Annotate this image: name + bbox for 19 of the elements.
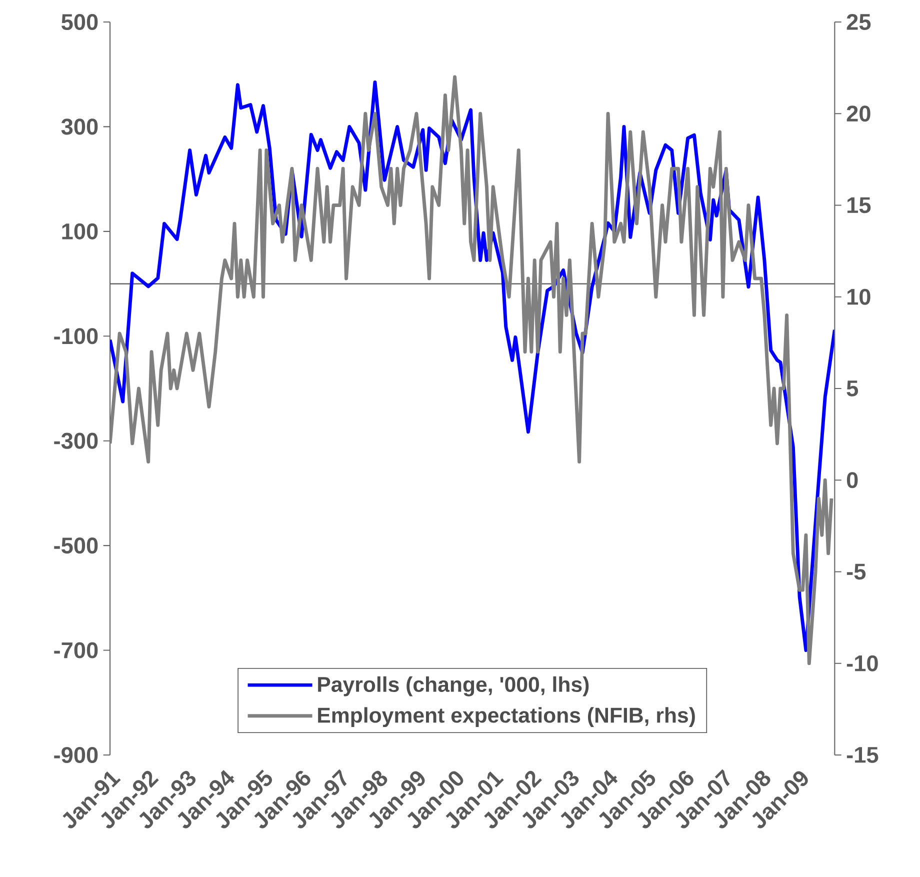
y-tick-label: -900 — [54, 746, 98, 764]
y-tick-label: 100 — [62, 223, 98, 240]
legend-label: Employment expectations (NFIB, rhs) — [318, 707, 695, 728]
y2-tick-label: -15 — [846, 747, 878, 763]
y-tick-label: 300 — [61, 118, 98, 135]
y-tick-label: -300 — [54, 432, 98, 449]
legend-label: Payrolls (change, '000, lhs) — [318, 676, 589, 696]
y2-tick-label: 10 — [847, 288, 870, 305]
y-tick-label: -100 — [54, 328, 98, 344]
y2-tick-label: -10 — [846, 655, 878, 672]
y-tick-label: 500 — [62, 14, 98, 30]
y2-tick-label: 0 — [846, 472, 858, 488]
y2-tick-label: 20 — [846, 106, 870, 122]
y-tick-label: -500 — [54, 538, 98, 554]
y2-tick-label: 25 — [846, 14, 871, 30]
y2-tick-label: 5 — [846, 380, 858, 396]
y2-tick-label: -5 — [846, 564, 866, 580]
y2-tick-label: 15 — [847, 197, 871, 214]
y-tick-label: -700 — [54, 642, 98, 658]
